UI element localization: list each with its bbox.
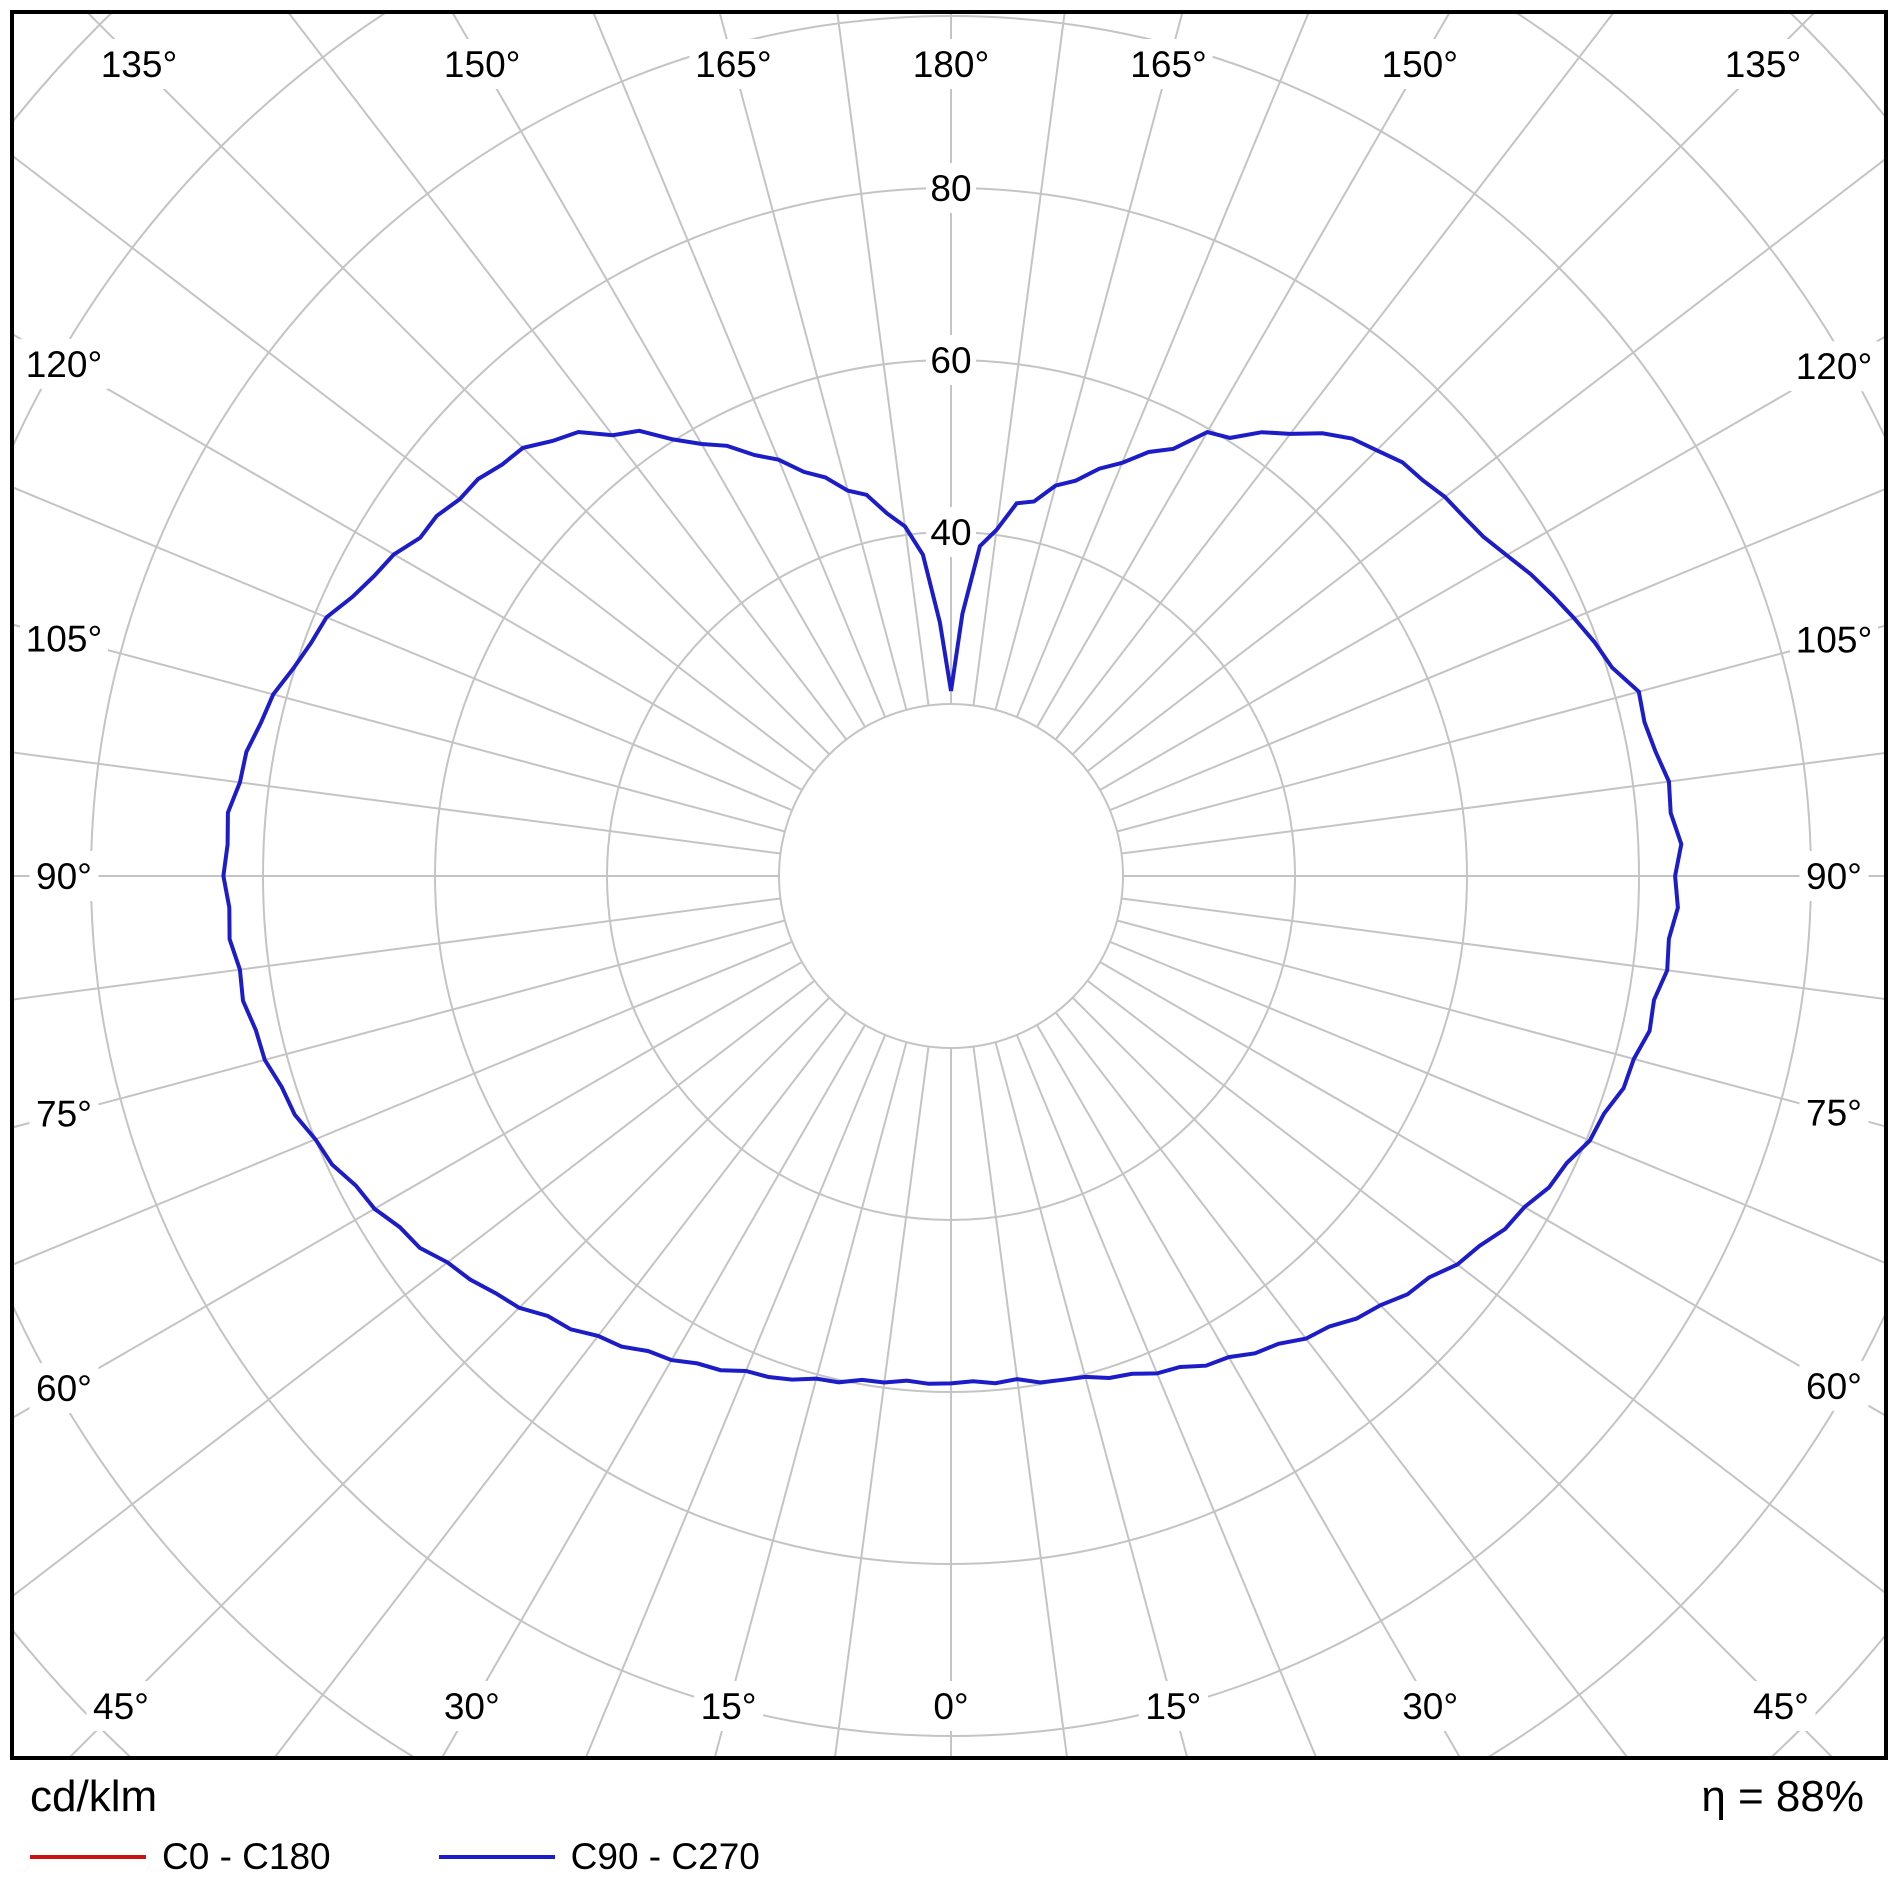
svg-text:105°: 105° <box>1796 619 1873 660</box>
curve-C90-C270 <box>221 428 1684 1386</box>
legend: C0 - C180 C90 - C270 <box>0 1836 1900 1878</box>
units-label: cd/klm <box>30 1772 158 1821</box>
svg-text:120°: 120° <box>1796 346 1873 387</box>
svg-text:165°: 165° <box>1130 44 1207 85</box>
legend-line-red-icon <box>30 1855 146 1859</box>
svg-text:90°: 90° <box>1806 856 1862 897</box>
svg-text:60: 60 <box>930 340 971 381</box>
svg-text:30°: 30° <box>444 1686 500 1727</box>
svg-text:120°: 120° <box>26 344 103 385</box>
legend-item-c90-c270: C90 - C270 <box>438 1836 760 1878</box>
polar-plot-frame: 15° 15° 30° 30° 45° 45° 60° 60° 75° 75° 90° 90° 105°… <box>10 10 1888 1760</box>
svg-text:15°: 15° <box>1145 1686 1201 1727</box>
svg-text:165°: 165° <box>695 44 772 85</box>
svg-text:75°: 75° <box>36 1094 92 1135</box>
radial-tick-labels: 40 60 80 <box>926 163 976 557</box>
svg-text:30°: 30° <box>1402 1686 1458 1727</box>
svg-text:135°: 135° <box>1725 44 1802 85</box>
svg-text:90°: 90° <box>36 856 92 897</box>
svg-text:150°: 150° <box>444 44 521 85</box>
legend-line-blue-icon <box>438 1855 555 1859</box>
polar-chart-svg: 15° 15° 30° 30° 45° 45° 60° 60° 75° 75° 90° 90° 105°… <box>14 14 1884 1756</box>
svg-text:105°: 105° <box>26 618 103 659</box>
svg-text:80: 80 <box>930 168 971 209</box>
svg-text:150°: 150° <box>1382 44 1459 85</box>
intensity-curves <box>221 428 1684 1386</box>
svg-text:45°: 45° <box>1753 1686 1809 1727</box>
svg-text:60°: 60° <box>36 1368 92 1409</box>
footer-labels-row: cd/klm η = 88% <box>0 1764 1900 1822</box>
svg-text:75°: 75° <box>1806 1093 1862 1134</box>
angle-tick-labels: 15° 15° 30° 30° 45° 45° 60° 60° 75° 75° 90° 90° 105°… <box>20 39 1878 1731</box>
legend-label-c0-c180: C0 - C180 <box>162 1836 331 1877</box>
svg-text:135°: 135° <box>101 44 178 85</box>
svg-text:0°: 0° <box>933 1686 968 1727</box>
svg-text:180°: 180° <box>913 44 990 85</box>
svg-text:45°: 45° <box>93 1686 149 1727</box>
efficiency-label: η = 88% <box>1701 1772 1864 1821</box>
svg-text:40: 40 <box>930 512 971 553</box>
legend-item-c0-c180: C0 - C180 <box>30 1836 331 1878</box>
chart-footer: cd/klm η = 88% C0 - C180 C90 - C270 <box>0 1764 1900 1900</box>
svg-text:15°: 15° <box>701 1686 757 1727</box>
svg-text:60°: 60° <box>1806 1366 1862 1407</box>
polar-grid <box>14 14 1884 1756</box>
legend-label-c90-c270: C90 - C270 <box>570 1836 760 1877</box>
